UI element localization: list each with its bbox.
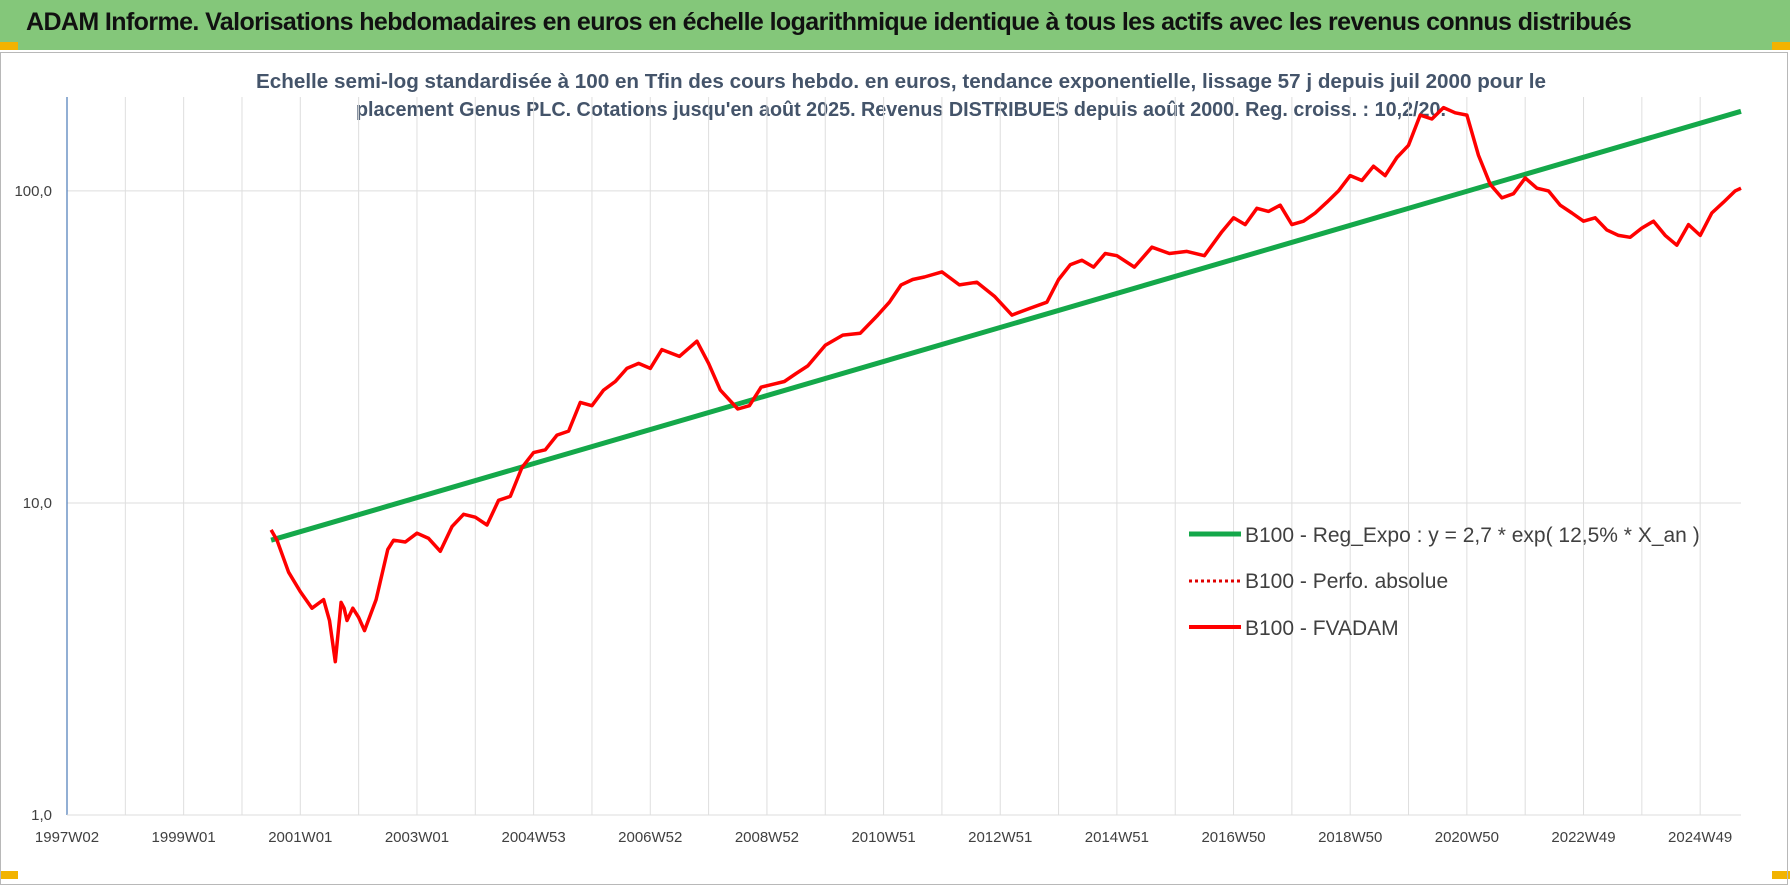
corner-marker-top-right bbox=[1772, 42, 1790, 50]
x-tick-label: 2003W01 bbox=[385, 829, 449, 846]
y-tick-label: 1,0 bbox=[31, 807, 52, 824]
series-line-regression bbox=[270, 108, 1742, 543]
x-tick-label: 2004W53 bbox=[502, 829, 566, 846]
x-tick-label: 2006W52 bbox=[618, 829, 682, 846]
title-banner: ADAM Informe. Valorisations hebdomadaire… bbox=[0, 0, 1790, 50]
x-tick-label: 2001W01 bbox=[268, 829, 332, 846]
corner-marker-bottom-right bbox=[1772, 871, 1790, 879]
x-tick-label: 2012W51 bbox=[968, 829, 1032, 846]
chart-svg: Echelle semi-log standardisée à 100 en T… bbox=[14, 71, 1742, 846]
y-tick-label: 100,0 bbox=[14, 183, 52, 200]
series-line-fvadam bbox=[269, 105, 1742, 664]
legend-label-fvadam: B100 - FVADAM bbox=[1245, 617, 1399, 640]
corner-marker-bottom-left bbox=[0, 871, 18, 879]
x-tick-label: 2020W50 bbox=[1435, 829, 1499, 846]
series-lines bbox=[269, 105, 1742, 664]
chart-title-line-2: placement Genus PLC. Cotations jusqu'en … bbox=[356, 99, 1446, 121]
x-tick-label: 2010W51 bbox=[851, 829, 915, 846]
x-tick-label: 2014W51 bbox=[1085, 829, 1149, 846]
x-tick-label: 1997W02 bbox=[35, 829, 99, 846]
x-tick-label: 1999W01 bbox=[152, 829, 216, 846]
x-tick-label: 2022W49 bbox=[1551, 829, 1615, 846]
axes: 1,0 10,0 100,0 1997W02 1999W01 2001W01 2003W01… bbox=[14, 97, 1741, 846]
chart-title-line-1: Echelle semi-log standardisée à 100 en T… bbox=[256, 71, 1546, 93]
legend-label-regression: B100 - Reg_Expo : y = 2,7 * exp( 12,5% *… bbox=[1245, 524, 1700, 547]
legend-label-perfo: B100 - Perfo. absolue bbox=[1245, 570, 1448, 593]
corner-marker-top-left bbox=[0, 42, 18, 50]
chart-frame: Echelle semi-log standardisée à 100 en T… bbox=[0, 52, 1788, 885]
x-tick-label: 2008W52 bbox=[735, 829, 799, 846]
legend: B100 - Reg_Expo : y = 2,7 * exp( 12,5% *… bbox=[1189, 524, 1700, 640]
x-tick-label: 2018W50 bbox=[1318, 829, 1382, 846]
x-tick-label: 2024W49 bbox=[1668, 829, 1732, 846]
x-tick-label: 2016W50 bbox=[1201, 829, 1265, 846]
banner-title: ADAM Informe. Valorisations hebdomadaire… bbox=[26, 8, 1632, 36]
grid-lines bbox=[66, 97, 1741, 816]
y-tick-label: 10,0 bbox=[23, 495, 52, 512]
